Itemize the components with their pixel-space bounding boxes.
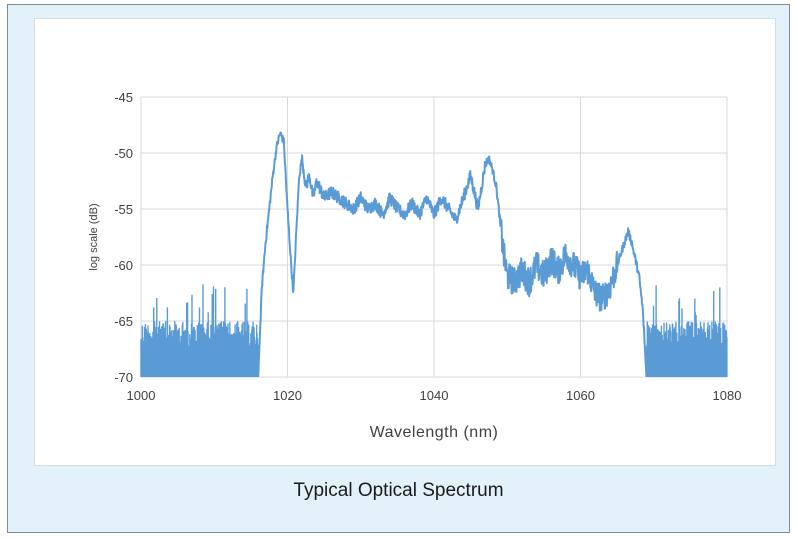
y-axis-label: log scale (dB) (88, 203, 100, 270)
x-tick-label: 1080 (713, 388, 742, 403)
noise-floor-trace (140, 284, 259, 377)
x-tick-label: 1040 (420, 388, 449, 403)
noise-floor-trace (645, 285, 728, 377)
x-tick-label: 1020 (273, 388, 302, 403)
y-tick-label: -55 (114, 202, 133, 217)
chart-panel: -45 -50 -55 -60 -65 -70 1000 1020 1040 1060 1080 Wa… (34, 18, 776, 466)
figure-caption: Typical Optical Spectrum (293, 480, 504, 501)
x-tick-label: 1000 (127, 388, 156, 403)
spectrum-trace (257, 131, 648, 378)
y-tick-label: -45 (114, 90, 133, 105)
x-tick-label: 1060 (566, 388, 595, 403)
y-tick-label: -65 (114, 314, 133, 329)
y-tick-label: -60 (114, 258, 133, 273)
y-tick-label: -70 (114, 370, 133, 385)
x-axis-label: Wavelength (nm) (370, 424, 499, 441)
optical-spectrum-chart: -45 -50 -55 -60 -65 -70 1000 1020 1040 1060 1080 Wa… (88, 90, 742, 441)
figure-frame: -45 -50 -55 -60 -65 -70 1000 1020 1040 1060 1080 Wa… (7, 4, 790, 533)
y-tick-label: -50 (114, 146, 133, 161)
